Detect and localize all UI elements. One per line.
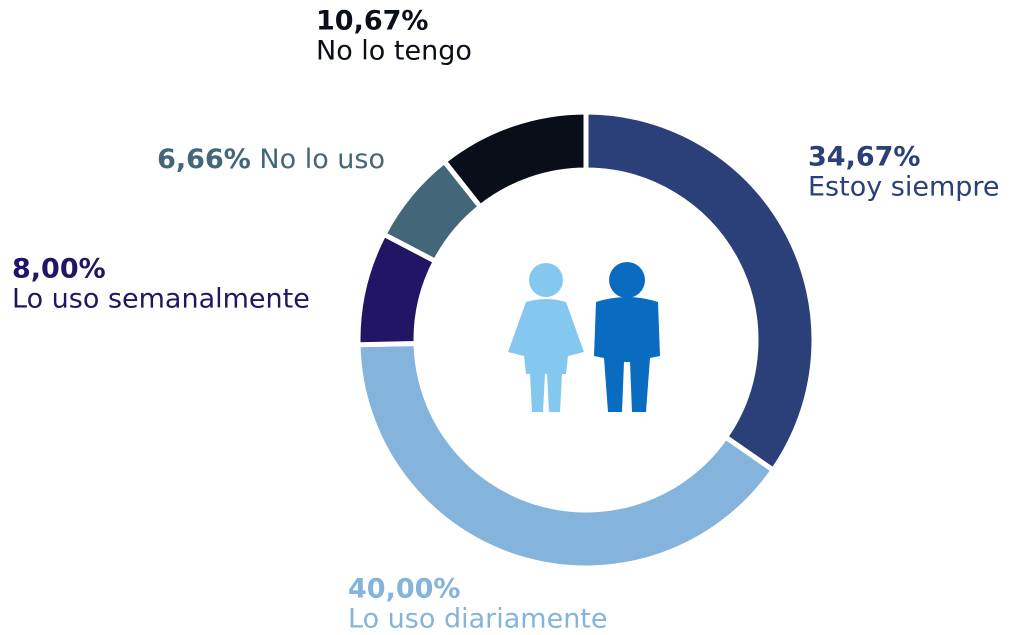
category-label: No lo tengo [316,36,472,67]
category-label: Estoy siempre [808,172,1000,203]
donut-segment [583,109,817,474]
donut-segment [440,109,589,211]
value-label: 34,67% [808,142,920,173]
category-label: Lo uso diariamente [348,604,608,635]
category-label: Lo uso semanalmente [12,284,310,315]
label: 6,66% No lo uso [157,144,385,175]
donut-segment [355,340,777,571]
value-label: 40,00% [348,574,460,605]
category-label: No lo uso [259,144,385,175]
value-label: 8,00% [12,254,106,285]
value-label: 6,66% [157,144,251,175]
value-label: 10,67% [316,6,428,37]
people-icon [508,262,660,412]
